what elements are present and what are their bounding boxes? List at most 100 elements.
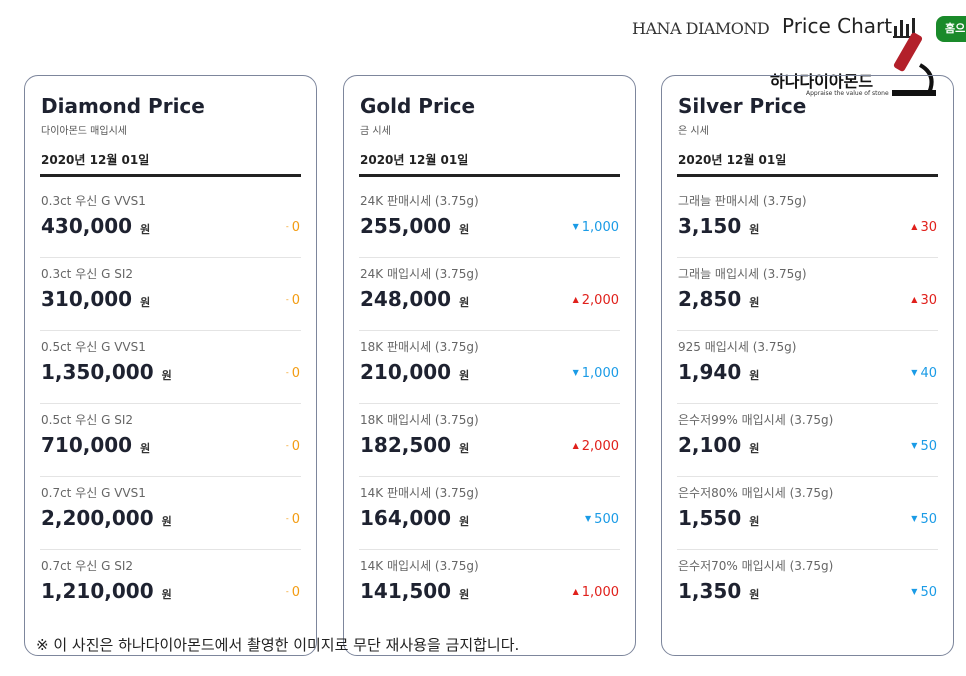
logo-tagline: Appraise the value of stone bbox=[806, 90, 889, 97]
card-subtitle: 은 시세 bbox=[678, 126, 709, 137]
separator bbox=[677, 257, 938, 258]
price-unit: 원 bbox=[140, 442, 151, 455]
item-label: 14K 판매시세 (3.75g) bbox=[360, 486, 479, 500]
price-unit: 원 bbox=[161, 369, 172, 382]
price-unit: 원 bbox=[459, 442, 470, 455]
item-label: 그래늘 매입시세 (3.75g) bbox=[678, 267, 807, 281]
item-price: 1,350,000 원 bbox=[41, 360, 172, 384]
change-arrow: - bbox=[285, 587, 289, 596]
item-label: 925 매입시세 (3.75g) bbox=[678, 340, 797, 354]
chart-icon bbox=[893, 18, 920, 38]
item-change: -0 bbox=[286, 439, 300, 454]
item-label: 0.7ct 우신 G SI2 bbox=[41, 559, 134, 573]
price-card: Diamond Price 다이아몬드 매입시세 2020년 12월 01일 0.3c… bbox=[24, 75, 317, 656]
change-arrow: ▼ bbox=[572, 368, 579, 377]
change-arrow: - bbox=[285, 295, 289, 304]
change-arrow: ▲ bbox=[572, 295, 579, 304]
item-label: 0.7ct 우신 G VVS1 bbox=[41, 486, 146, 500]
change-arrow: - bbox=[285, 441, 289, 450]
separator bbox=[40, 476, 301, 477]
item-price: 255,000 원 bbox=[360, 214, 469, 238]
card-subtitle: 금 시세 bbox=[360, 126, 391, 137]
card-date: 2020년 12월 01일 bbox=[41, 153, 150, 167]
item-label: 그래늘 판매시세 (3.75g) bbox=[678, 194, 807, 208]
card-subtitle: 다이아몬드 매입시세 bbox=[41, 126, 127, 137]
item-label: 은수저70% 매입시세 (3.75g) bbox=[678, 559, 834, 573]
item-price: 164,000 원 bbox=[360, 506, 469, 530]
change-value: 2,000 bbox=[581, 293, 619, 308]
change-value: 50 bbox=[920, 439, 937, 454]
price-value: 310,000 bbox=[41, 287, 133, 311]
item-label: 0.3ct 우신 G VVS1 bbox=[41, 194, 146, 208]
change-arrow: ▲ bbox=[911, 222, 918, 231]
change-value: 0 bbox=[291, 439, 300, 454]
change-arrow: ▼ bbox=[585, 514, 592, 523]
change-arrow: - bbox=[285, 222, 289, 231]
item-change: -0 bbox=[286, 366, 300, 381]
card-title: Silver Price bbox=[678, 94, 807, 118]
price-value: 1,350,000 bbox=[41, 360, 154, 384]
footer-note: ※ 이 사진은 하나다이아몬드에서 촬영한 이미지로 무단 재사용을 금지합니다… bbox=[36, 636, 520, 654]
card-title: Gold Price bbox=[360, 94, 476, 118]
divider bbox=[40, 174, 301, 177]
change-value: 0 bbox=[291, 585, 300, 600]
card-date: 2020년 12월 01일 bbox=[678, 153, 787, 167]
item-price: 1,210,000 원 bbox=[41, 579, 172, 603]
divider bbox=[359, 174, 620, 177]
price-value: 182,500 bbox=[360, 433, 452, 457]
item-change: ▲ 30 bbox=[911, 220, 937, 235]
item-price: 1,350 원 bbox=[678, 579, 759, 603]
logo-name: 하나다이아몬드 bbox=[770, 72, 874, 91]
price-unit: 원 bbox=[459, 515, 470, 528]
item-price: 1,940 원 bbox=[678, 360, 759, 384]
change-value: 30 bbox=[920, 220, 937, 235]
separator bbox=[40, 330, 301, 331]
price-value: 710,000 bbox=[41, 433, 133, 457]
item-label: 24K 매입시세 (3.75g) bbox=[360, 267, 479, 281]
item-price: 2,200,000 원 bbox=[41, 506, 172, 530]
change-value: 0 bbox=[291, 220, 300, 235]
item-label: 은수저99% 매입시세 (3.75g) bbox=[678, 413, 834, 427]
item-price: 2,850 원 bbox=[678, 287, 759, 311]
price-unit: 원 bbox=[459, 296, 470, 309]
item-label: 0.5ct 우신 G SI2 bbox=[41, 413, 134, 427]
item-price: 210,000 원 bbox=[360, 360, 469, 384]
item-change: ▼ 50 bbox=[911, 585, 937, 600]
price-value: 1,210,000 bbox=[41, 579, 154, 603]
separator bbox=[40, 549, 301, 550]
price-unit: 원 bbox=[140, 296, 151, 309]
separator bbox=[359, 403, 620, 404]
price-unit: 원 bbox=[459, 223, 470, 236]
item-label: 18K 판매시세 (3.75g) bbox=[360, 340, 479, 354]
price-unit: 원 bbox=[459, 369, 470, 382]
item-price: 710,000 원 bbox=[41, 433, 150, 457]
price-value: 3,150 bbox=[678, 214, 742, 238]
price-value: 1,350 bbox=[678, 579, 742, 603]
separator bbox=[677, 403, 938, 404]
item-label: 0.3ct 우신 G SI2 bbox=[41, 267, 134, 281]
change-arrow: - bbox=[285, 514, 289, 523]
change-value: 1,000 bbox=[581, 366, 619, 381]
separator bbox=[359, 476, 620, 477]
item-change: ▼ 1,000 bbox=[573, 220, 619, 235]
separator bbox=[677, 476, 938, 477]
page-title: Price Chart bbox=[782, 14, 893, 38]
item-label: 14K 매입시세 (3.75g) bbox=[360, 559, 479, 573]
item-change: ▼ 50 bbox=[911, 439, 937, 454]
item-change: ▼ 500 bbox=[585, 512, 619, 527]
item-price: 310,000 원 bbox=[41, 287, 150, 311]
item-price: 141,500 원 bbox=[360, 579, 469, 603]
card-title: Diamond Price bbox=[41, 94, 205, 118]
price-value: 1,940 bbox=[678, 360, 742, 384]
separator bbox=[359, 330, 620, 331]
logo-icon bbox=[892, 32, 936, 96]
divider bbox=[677, 174, 938, 177]
change-value: 500 bbox=[594, 512, 619, 527]
home-button[interactable]: 홈으 bbox=[936, 16, 966, 42]
brand: HANA DIAMOND bbox=[632, 19, 770, 38]
price-unit: 원 bbox=[161, 515, 172, 528]
change-value: 30 bbox=[920, 293, 937, 308]
change-arrow: - bbox=[285, 368, 289, 377]
item-label: 0.5ct 우신 G VVS1 bbox=[41, 340, 146, 354]
